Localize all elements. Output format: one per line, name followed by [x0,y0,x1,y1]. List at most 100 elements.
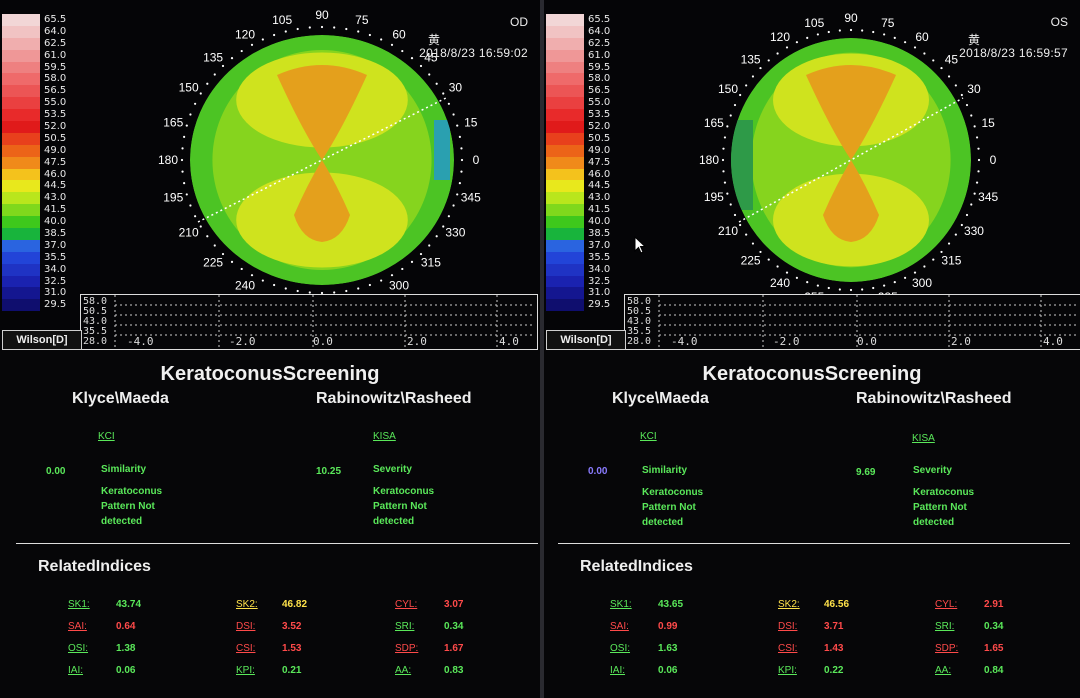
index-name-csi[interactable]: CSI: [778,643,798,654]
scale-row: 52.0 [2,121,86,133]
index-name-iai[interactable]: IAI: [610,665,626,676]
tick-dot [975,136,979,139]
tick-dot [273,33,276,37]
scale-row: 50.5 [546,132,630,145]
index-name-sri[interactable]: SRI: [395,621,415,632]
axis-label: 210 [179,226,199,240]
scale-swatch [546,156,584,169]
scale-swatch [546,168,584,181]
rabinowitz-rasheed-heading: Rabinowitz\Rasheed [316,390,472,407]
tick-dot [435,82,438,85]
index-name-sdp[interactable]: SDP: [395,643,419,654]
kisa-link[interactable]: KISA [373,431,396,442]
scale-value: 65.5 [588,14,611,25]
kisa-link[interactable]: KISA [912,433,935,444]
scale-swatch [546,37,584,50]
axis-label: 225 [203,256,223,270]
scale-value: 52.0 [588,121,611,133]
result-line: Pattern Not [642,502,696,513]
profile-grid [658,295,1079,349]
index-name-sri[interactable]: SRI: [935,621,955,632]
axis-label: 210 [718,224,738,238]
map-zone [731,120,753,210]
axis-label: 195 [163,191,183,205]
index-name-sai[interactable]: SAI: [68,621,87,632]
severity-label: Severity [913,465,952,476]
tick-dot [401,267,404,271]
index-value-sdp: 1.65 [984,643,1004,654]
tick-dot [428,244,431,247]
profile-y-label: 50.5 [83,306,108,317]
map-area: 65.5 64.0 62.5 61.0 59.5 58.0 56.5 55.0 53.5 52.0… [544,0,1080,350]
scale-swatch [546,180,584,193]
scale-row: 34.0 [2,263,86,276]
index-name-sdp[interactable]: SDP: [935,643,959,654]
kci-result: Keratoconus Pattern Not detected [101,484,162,529]
scale-row: 65.5 [546,14,630,26]
index-name-sk1[interactable]: SK1: [68,599,90,610]
kci-link[interactable]: KCI [640,431,657,442]
index-name-sk2[interactable]: SK2: [236,599,258,610]
index-name-sk2[interactable]: SK2: [778,599,800,610]
index-name-dsi[interactable]: DSI: [236,621,256,632]
scale-swatch [2,73,40,86]
scale-value: 37.0 [588,239,611,251]
index-name-osi[interactable]: OSI: [610,643,631,654]
index-name-sai[interactable]: SAI: [610,621,629,632]
tick-dot [751,242,755,245]
scale-swatch [2,61,40,74]
tick-dot [795,41,799,44]
scale-value: 47.5 [588,156,611,168]
tick-dot [230,57,234,60]
index-value-cyl: 3.07 [444,599,464,610]
index-name-cyl[interactable]: CYL: [935,599,958,610]
kisa-value: 9.69 [856,467,876,478]
scale-row: 35.5 [2,251,86,264]
scale-row: 64.0 [546,25,630,38]
index-value-dsi: 3.71 [824,621,844,632]
tick-dot [181,170,184,173]
tick-dot [795,276,799,279]
tick-dot [977,158,981,162]
panel-divider [540,0,544,698]
scale-swatch [546,299,584,312]
similarity-label: Similarity [101,464,147,475]
scale-value: 58.0 [44,73,67,85]
scale-swatch [546,132,584,145]
index-name-kpi[interactable]: KPI: [778,665,797,676]
tick-dot [240,49,243,53]
exam-datetime: 2018/8/23 16:59:02 [419,46,528,60]
tick-dot [261,279,264,282]
index-name-iai[interactable]: IAI: [68,665,84,676]
index-value-osi: 1.38 [116,643,136,654]
index-name-cyl[interactable]: CYL: [395,599,418,610]
scale-swatch [546,121,584,133]
section-divider [16,543,538,544]
index-name-aa[interactable]: AA: [935,665,952,676]
index-name-sk1[interactable]: SK1: [610,599,632,610]
section-divider [558,543,1070,544]
tick-dot [759,66,762,70]
tick-dot [183,135,186,139]
index-name-osi[interactable]: OSI: [68,643,89,654]
scale-swatch [546,239,584,252]
tick-dot [273,283,276,287]
tick-dot [872,30,875,34]
axis-label: 330 [445,226,465,240]
index-name-aa[interactable]: AA: [395,665,412,676]
tick-dot [308,26,311,29]
tick-dot [733,213,737,217]
tick-dot [380,279,383,282]
scale-value: 29.5 [44,299,67,311]
tick-dot [722,170,725,173]
kci-link[interactable]: KCI [98,431,115,442]
index-name-dsi[interactable]: DSI: [778,621,798,632]
tick-dot [428,73,431,76]
scale-row: 49.0 [2,144,86,157]
axis-label: 75 [881,16,895,30]
tick-dot [194,102,197,105]
scale-swatch [2,37,40,50]
tick-dot [447,215,450,218]
index-name-kpi[interactable]: KPI: [236,665,255,676]
index-name-csi[interactable]: CSI: [236,643,256,654]
